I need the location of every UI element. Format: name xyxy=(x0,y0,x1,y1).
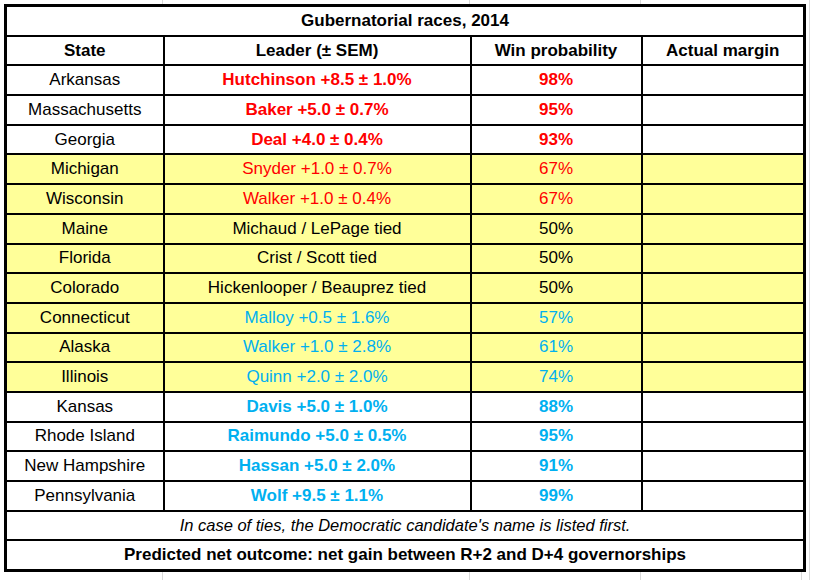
gridline xyxy=(809,0,810,580)
win-probability-cell: 61% xyxy=(471,333,642,363)
state-cell: Colorado xyxy=(6,273,164,303)
actual-margin-cell xyxy=(642,125,805,155)
column-header-state: State xyxy=(6,36,164,66)
state-cell: Connecticut xyxy=(6,303,164,333)
win-probability-cell: 74% xyxy=(471,362,642,392)
leader-cell: Walker +1.0 ± 2.8% xyxy=(164,333,471,363)
spreadsheet-canvas: Gubernatorial races, 2014 State Leader (… xyxy=(0,0,813,580)
win-probability-cell: 67% xyxy=(471,154,642,184)
leader-cell: Crist / Scott tied xyxy=(164,244,471,274)
state-cell: Maine xyxy=(6,214,164,244)
actual-margin-cell xyxy=(642,392,805,422)
actual-margin-cell xyxy=(642,273,805,303)
table-row: Georgia Deal +4.0 ± 0.4% 93% xyxy=(6,125,805,155)
actual-margin-cell xyxy=(642,214,805,244)
table-row: Illinois Quinn +2.0 ± 2.0% 74% xyxy=(6,362,805,392)
gridline xyxy=(162,572,163,580)
gridline xyxy=(469,572,470,580)
win-probability-cell: 50% xyxy=(471,273,642,303)
actual-margin-cell xyxy=(642,303,805,333)
win-probability-cell: 95% xyxy=(471,95,642,125)
gridline xyxy=(640,572,641,580)
leader-cell: Snyder +1.0 ± 0.7% xyxy=(164,154,471,184)
leader-cell: Hutchinson +8.5 ± 1.0% xyxy=(164,65,471,95)
state-cell: Illinois xyxy=(6,362,164,392)
table-row: Connecticut Malloy +0.5 ± 1.6% 57% xyxy=(6,303,805,333)
actual-margin-cell xyxy=(642,184,805,214)
column-header-win-probability: Win probability xyxy=(471,36,642,66)
state-cell: Georgia xyxy=(6,125,164,155)
state-cell: Massachusetts xyxy=(6,95,164,125)
footnote-row: In case of ties, the Democratic candidat… xyxy=(6,511,805,541)
actual-margin-cell xyxy=(642,451,805,481)
leader-cell: Deal +4.0 ± 0.4% xyxy=(164,125,471,155)
win-probability-cell: 57% xyxy=(471,303,642,333)
state-cell: Kansas xyxy=(6,392,164,422)
actual-margin-cell xyxy=(642,362,805,392)
column-header-leader: Leader (± SEM) xyxy=(164,36,471,66)
table-row: Colorado Hickenlooper / Beauprez tied 50… xyxy=(6,273,805,303)
leader-cell: Malloy +0.5 ± 1.6% xyxy=(164,303,471,333)
table-row: Kansas Davis +5.0 ± 1.0% 88% xyxy=(6,392,805,422)
column-header-actual-margin: Actual margin xyxy=(642,36,805,66)
actual-margin-cell xyxy=(642,244,805,274)
table-row: Alaska Walker +1.0 ± 2.8% 61% xyxy=(6,333,805,363)
actual-margin-cell xyxy=(642,154,805,184)
win-probability-cell: 67% xyxy=(471,184,642,214)
leader-cell: Michaud / LePage tied xyxy=(164,214,471,244)
win-probability-cell: 99% xyxy=(471,481,642,511)
table-title-row: Gubernatorial races, 2014 xyxy=(6,6,805,36)
table-row: Pennsylvania Wolf +9.5 ± 1.1% 99% xyxy=(6,481,805,511)
actual-margin-cell xyxy=(642,65,805,95)
leader-cell: Wolf +9.5 ± 1.1% xyxy=(164,481,471,511)
leader-cell: Walker +1.0 ± 0.4% xyxy=(164,184,471,214)
leader-cell: Quinn +2.0 ± 2.0% xyxy=(164,362,471,392)
state-cell: Pennsylvania xyxy=(6,481,164,511)
state-cell: Michigan xyxy=(6,154,164,184)
footnote-text: In case of ties, the Democratic candidat… xyxy=(6,511,805,541)
win-probability-cell: 93% xyxy=(471,125,642,155)
table-row: Arkansas Hutchinson +8.5 ± 1.0% 98% xyxy=(6,65,805,95)
table-title: Gubernatorial races, 2014 xyxy=(6,6,805,36)
win-probability-cell: 98% xyxy=(471,65,642,95)
outcome-row: Predicted net outcome: net gain between … xyxy=(6,540,805,570)
table-header-row: State Leader (± SEM) Win probability Act… xyxy=(6,36,805,66)
leader-cell: Baker +5.0 ± 0.7% xyxy=(164,95,471,125)
leader-cell: Hickenlooper / Beauprez tied xyxy=(164,273,471,303)
actual-margin-cell xyxy=(642,422,805,452)
results-table: Gubernatorial races, 2014 State Leader (… xyxy=(4,4,806,572)
win-probability-cell: 50% xyxy=(471,214,642,244)
win-probability-cell: 91% xyxy=(471,451,642,481)
win-probability-cell: 95% xyxy=(471,422,642,452)
state-cell: Florida xyxy=(6,244,164,274)
state-cell: Rhode Island xyxy=(6,422,164,452)
state-cell: Wisconsin xyxy=(6,184,164,214)
leader-cell: Hassan +5.0 ± 2.0% xyxy=(164,451,471,481)
leader-cell: Raimundo +5.0 ± 0.5% xyxy=(164,422,471,452)
actual-margin-cell xyxy=(642,333,805,363)
state-cell: Arkansas xyxy=(6,65,164,95)
win-probability-cell: 88% xyxy=(471,392,642,422)
state-cell: New Hampshire xyxy=(6,451,164,481)
gridline xyxy=(801,572,802,580)
actual-margin-cell xyxy=(642,481,805,511)
table-row: Wisconsin Walker +1.0 ± 0.4% 67% xyxy=(6,184,805,214)
actual-margin-cell xyxy=(642,95,805,125)
predicted-outcome-text: Predicted net outcome: net gain between … xyxy=(6,540,805,570)
table-row: Florida Crist / Scott tied 50% xyxy=(6,244,805,274)
table-row: New Hampshire Hassan +5.0 ± 2.0% 91% xyxy=(6,451,805,481)
leader-cell: Davis +5.0 ± 1.0% xyxy=(164,392,471,422)
table-row: Michigan Snyder +1.0 ± 0.7% 67% xyxy=(6,154,805,184)
state-cell: Alaska xyxy=(6,333,164,363)
table-row: Rhode Island Raimundo +5.0 ± 0.5% 95% xyxy=(6,422,805,452)
table-row: Massachusetts Baker +5.0 ± 0.7% 95% xyxy=(6,95,805,125)
table-row: Maine Michaud / LePage tied 50% xyxy=(6,214,805,244)
win-probability-cell: 50% xyxy=(471,244,642,274)
